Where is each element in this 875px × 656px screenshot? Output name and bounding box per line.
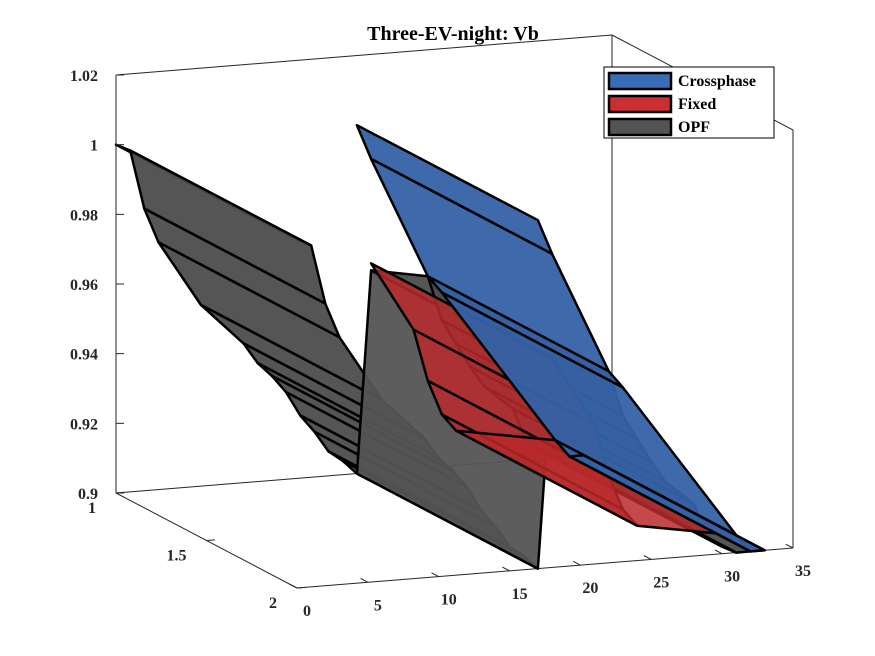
legend: Crossphase Fixed OPF bbox=[603, 66, 775, 139]
x-tick-mark bbox=[785, 543, 794, 549]
x-tick-mark bbox=[289, 583, 298, 589]
z-tick-label: 0.98 bbox=[70, 207, 98, 224]
x-tick-label: 0 bbox=[303, 603, 311, 620]
x-tick-mark bbox=[502, 566, 510, 572]
x-tick-label: 10 bbox=[441, 592, 457, 609]
x-tick-mark bbox=[572, 560, 581, 566]
x-tick-label: 15 bbox=[512, 586, 528, 603]
z-tick-label: 1 bbox=[90, 138, 98, 155]
surfaces bbox=[114, 123, 766, 570]
y-tick-label: 1.5 bbox=[167, 548, 187, 565]
chart-title: Three-EV-night: Vb bbox=[367, 23, 539, 45]
x-tick-label: 5 bbox=[374, 597, 382, 614]
y-tick-mark bbox=[115, 491, 125, 494]
z-tick-label: 0.94 bbox=[70, 347, 98, 364]
x-tick-mark bbox=[714, 549, 723, 555]
z-tick-label: 0.92 bbox=[70, 416, 98, 433]
legend-swatch-opf bbox=[607, 117, 673, 137]
legend-label-opf: OPF bbox=[678, 119, 710, 136]
y-tick-mark bbox=[206, 539, 216, 541]
legend-swatch-crossphase bbox=[607, 71, 673, 91]
x-axis-line bbox=[296, 547, 794, 589]
surface-crossphase bbox=[355, 123, 766, 553]
x-tick-label: 35 bbox=[795, 563, 811, 580]
surface-patch bbox=[568, 454, 766, 553]
x-tick-label: 25 bbox=[653, 574, 669, 591]
z-tick-label: 0.96 bbox=[70, 277, 98, 294]
y-tick-label: 1 bbox=[88, 500, 96, 517]
z-tick-label: 0.9 bbox=[78, 486, 98, 503]
y-tick-label: 2 bbox=[269, 595, 277, 612]
z-tick-label: 1.02 bbox=[70, 68, 98, 85]
legend-label-fixed: Fixed bbox=[678, 96, 716, 113]
x-tick-mark bbox=[643, 555, 652, 560]
x-tick-label: 20 bbox=[582, 580, 598, 597]
x-tick-label: 30 bbox=[724, 569, 740, 586]
tick-labels: 0.9 0.92 0.94 0.96 0.98 1 1.02 0 5 10 15 20 25 30 35 1 1… bbox=[70, 68, 811, 620]
x-tick-mark bbox=[360, 578, 369, 583]
x-tick-mark bbox=[431, 572, 439, 578]
axis-edge-back-top bbox=[115, 34, 613, 76]
legend-label-crossphase: Crossphase bbox=[678, 73, 756, 90]
y-tick-mark bbox=[296, 586, 306, 589]
legend-swatch-fixed bbox=[607, 94, 673, 114]
